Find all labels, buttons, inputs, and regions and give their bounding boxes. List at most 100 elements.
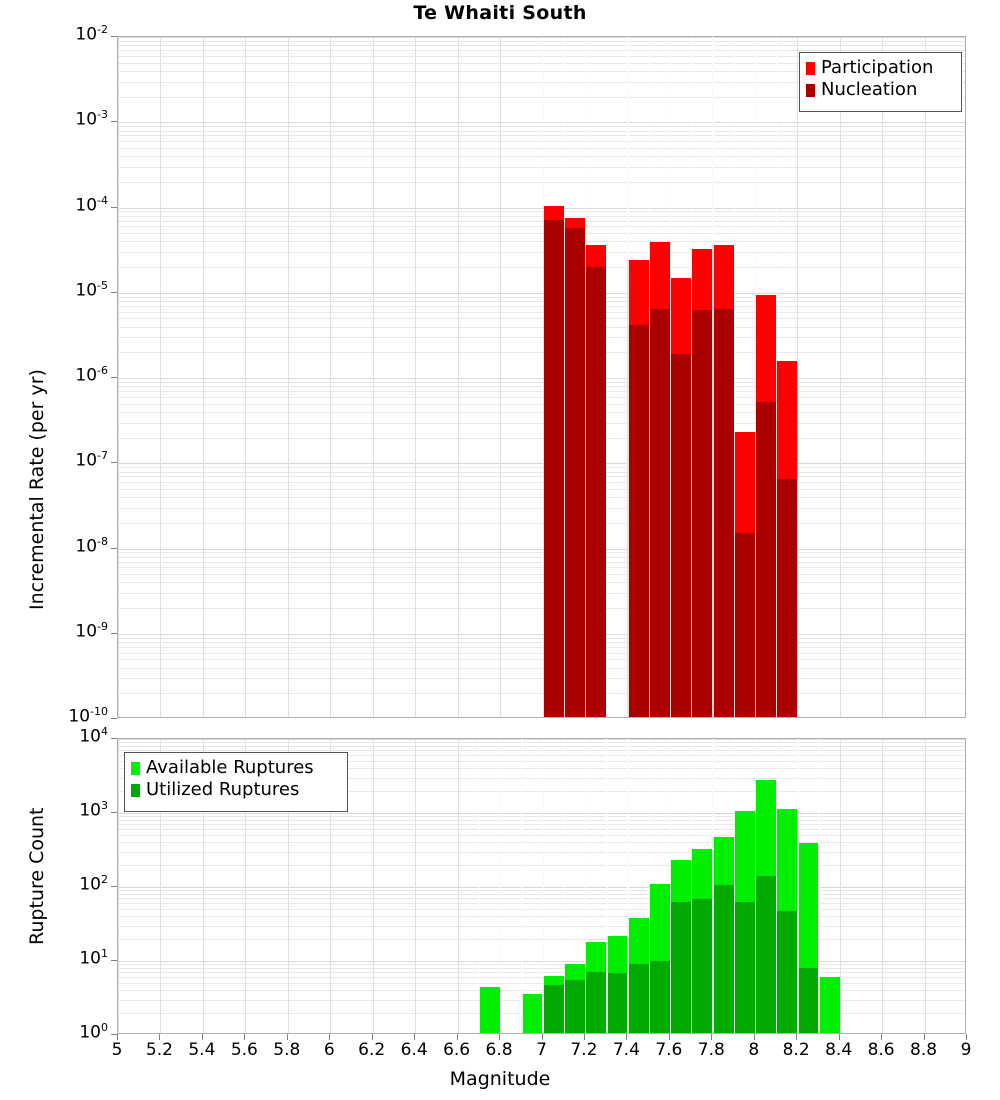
- y-axis-title-top: Incremental Rate (per yr): [26, 369, 48, 610]
- y-tick-label: 101: [79, 947, 108, 969]
- bar-utilized-ruptures: [797, 968, 819, 1033]
- y-tick-label: 10-4: [75, 193, 108, 216]
- bar-separator: [691, 739, 693, 1033]
- bar-utilized-ruptures: [563, 979, 585, 1033]
- gridline-horizontal: [118, 471, 965, 473]
- figure-title: Te Whaiti South: [413, 2, 587, 24]
- gridline-vertical: [245, 739, 247, 1033]
- gridline-vertical: [287, 739, 289, 1033]
- gridline-vertical: [924, 37, 926, 717]
- bar-nucleation: [542, 219, 564, 717]
- gridline-horizontal: [118, 903, 965, 905]
- y-tick-mark: [111, 812, 117, 813]
- gridline-horizontal: [118, 476, 965, 478]
- bar-separator: [627, 37, 629, 717]
- x-tick-label: 5.8: [273, 1040, 301, 1060]
- gridline-horizontal: [118, 391, 965, 393]
- gridline-horizontal: [118, 813, 965, 814]
- x-tick-label: 7.2: [570, 1040, 598, 1060]
- gridline-horizontal: [118, 37, 965, 38]
- gridline-horizontal: [118, 467, 965, 469]
- bar-separator: [500, 739, 502, 1033]
- bar-separator: [775, 739, 778, 1033]
- square-swatch-icon: [806, 83, 815, 97]
- x-tick-label: 8: [748, 1040, 760, 1060]
- bar-nucleation: [648, 309, 670, 717]
- gridline-horizontal: [118, 122, 965, 124]
- gridline-horizontal: [118, 777, 965, 779]
- bar-available-ruptures: [818, 977, 840, 1033]
- bar-separator: [712, 739, 714, 1033]
- x-tick-mark: [541, 1034, 543, 1040]
- legend-item: Nucleation: [806, 79, 954, 101]
- gridline-vertical: [457, 739, 459, 1033]
- gridline-horizontal: [118, 835, 965, 837]
- gridline-horizontal: [118, 267, 965, 269]
- x-tick-label: 8.8: [910, 1040, 938, 1060]
- bar-utilized-ruptures: [669, 902, 692, 1033]
- y-tick-label: 10-9: [75, 619, 108, 642]
- x-tick-label: 5: [111, 1040, 123, 1060]
- gridline-vertical: [160, 739, 162, 1033]
- bar-separator: [584, 739, 587, 1033]
- gridline-horizontal: [118, 130, 965, 132]
- bar-separator: [733, 739, 735, 1033]
- gridline-horizontal: [118, 296, 965, 298]
- legend-item: Participation: [806, 57, 954, 79]
- x-tick-label: 9: [960, 1040, 972, 1060]
- gridline-horizontal: [118, 147, 965, 149]
- y-tick-label: 10-2: [75, 23, 108, 45]
- x-tick-mark: [753, 1034, 755, 1040]
- gridline-horizontal: [118, 482, 965, 484]
- y-tick-label: 103: [79, 799, 108, 821]
- gridline-horizontal: [118, 548, 965, 550]
- bar-nucleation: [563, 227, 585, 717]
- x-tick-label: 6.2: [358, 1040, 386, 1060]
- gridline-horizontal: [118, 552, 965, 554]
- gridline-horizontal: [118, 983, 965, 985]
- x-tick-mark: [711, 1034, 713, 1040]
- gridline-horizontal: [118, 561, 965, 563]
- legend-rupture-count: Available Ruptures Utilized Ruptures: [124, 752, 348, 812]
- bar-separator: [521, 739, 523, 1033]
- y-tick-label: 10-7: [75, 449, 108, 471]
- legend-label: Utilized Ruptures: [146, 779, 300, 800]
- gridline-horizontal: [118, 45, 965, 47]
- bar-separator: [797, 739, 799, 1033]
- y-tick-mark: [111, 36, 117, 37]
- bar-separator: [563, 739, 566, 1033]
- x-tick-mark: [838, 1034, 840, 1040]
- y-tick-label: 10-5: [75, 278, 108, 301]
- bar-nucleation: [584, 267, 607, 717]
- x-tick-mark: [201, 1034, 203, 1040]
- bar-separator: [754, 37, 757, 717]
- gridline-horizontal: [118, 252, 965, 254]
- x-tick-label: 6.6: [443, 1040, 471, 1060]
- gridline-horizontal: [118, 667, 965, 669]
- gridline-horizontal: [118, 463, 965, 465]
- gridline-horizontal: [118, 233, 965, 235]
- x-tick-mark: [414, 1034, 416, 1040]
- gridline-horizontal: [118, 211, 965, 213]
- gridline-horizontal: [118, 608, 965, 610]
- legend-label: Nucleation: [821, 79, 918, 100]
- bar-separator: [648, 739, 651, 1033]
- legend-item: Available Ruptures: [131, 757, 340, 779]
- gridline-horizontal: [118, 156, 965, 158]
- gridline-horizontal: [118, 829, 965, 831]
- gridline-horizontal: [118, 507, 965, 509]
- gridline-horizontal: [118, 739, 965, 740]
- bar-available-ruptures: [521, 993, 543, 1033]
- gridline-vertical: [500, 37, 502, 717]
- x-tick-mark: [583, 1034, 585, 1040]
- gridline-horizontal: [118, 977, 965, 979]
- bar-nucleation: [775, 479, 798, 717]
- gridline-horizontal: [118, 311, 965, 313]
- x-tick-mark: [159, 1034, 161, 1040]
- gridline-vertical: [330, 37, 332, 717]
- gridline-horizontal: [118, 633, 965, 635]
- gridline-horizontal: [118, 851, 965, 853]
- gridline-horizontal: [118, 55, 965, 57]
- x-tick-label: 6.4: [400, 1040, 428, 1060]
- gridline-vertical: [882, 739, 884, 1033]
